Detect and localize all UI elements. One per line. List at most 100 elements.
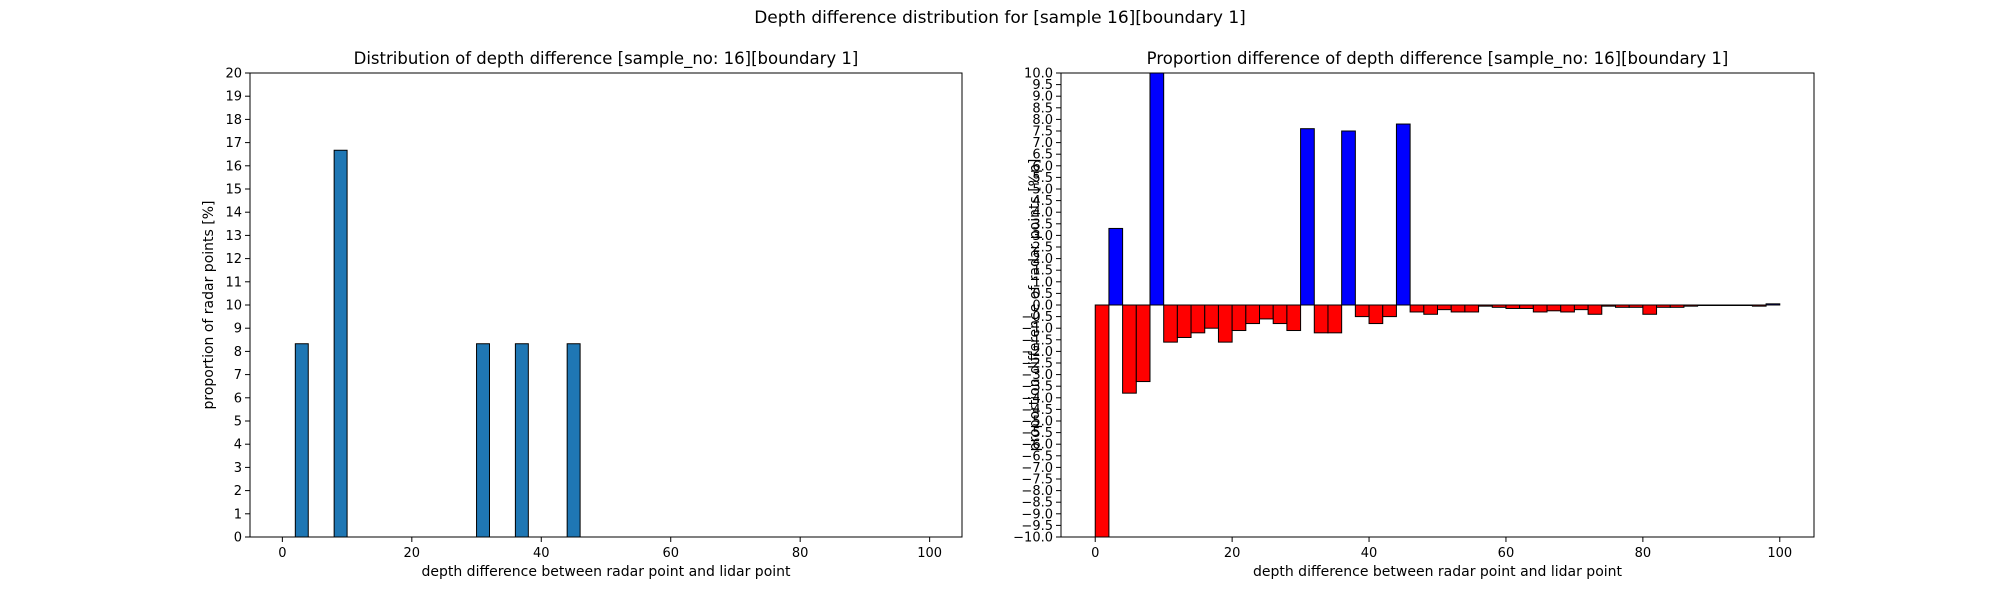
y-tick-label: 7.5 xyxy=(1032,125,1053,140)
bar xyxy=(1122,304,1137,394)
y-axis-label: proportion difference of radar points [%… xyxy=(1027,159,1043,452)
bar xyxy=(1231,304,1247,332)
bar xyxy=(1697,304,1712,306)
bar xyxy=(1300,128,1315,306)
y-tick-label: 4.5 xyxy=(1032,194,1053,209)
y-tick-label: 0 xyxy=(234,531,242,546)
bar xyxy=(1710,304,1726,306)
bar xyxy=(1546,304,1562,312)
x-tick-label: 20 xyxy=(1224,546,1241,561)
y-tick-label: 4.0 xyxy=(1032,206,1053,221)
y-tick-label: −6.0 xyxy=(1021,438,1053,453)
y-tick-label: 2.5 xyxy=(1032,241,1053,256)
y-tick-label: 13 xyxy=(225,229,242,244)
bar xyxy=(1259,304,1274,320)
bar xyxy=(1204,304,1219,329)
bars-2 xyxy=(1094,72,1781,538)
bar xyxy=(1108,227,1124,306)
bar xyxy=(1354,304,1370,318)
bar xyxy=(1491,304,1507,308)
bar xyxy=(1464,304,1480,313)
subplot-2: 0 20 40 60 80 100 −10.0−9.5−9.0−8.5−8.0−7.5−7.… xyxy=(1013,49,1815,580)
bar xyxy=(1656,304,1671,308)
y-tick-label: 2 xyxy=(234,484,242,499)
y-tick-label: 6 xyxy=(234,391,242,406)
y-tick-label: 16 xyxy=(225,159,242,174)
x-tick-label: 20 xyxy=(404,546,421,561)
y-tick-label: 0.5 xyxy=(1032,287,1053,302)
y-tick-label: 2.0 xyxy=(1032,252,1053,267)
y-tick-label: 3.5 xyxy=(1032,217,1053,232)
y-tick-label: −2.0 xyxy=(1021,345,1053,360)
y-tick-label: −4.5 xyxy=(1021,403,1053,418)
subplot-title: Proportion difference of depth differenc… xyxy=(1147,49,1729,69)
y-tick-label: −6.5 xyxy=(1021,449,1053,464)
y-tick-label: 1 xyxy=(234,507,242,522)
y-tick-label: −3.5 xyxy=(1021,380,1053,395)
y-tick-label: −1.0 xyxy=(1021,322,1053,337)
bar xyxy=(1382,304,1397,318)
bar xyxy=(1628,304,1644,308)
x-tick-label: 80 xyxy=(1635,546,1652,561)
bar xyxy=(1751,304,1767,307)
bar xyxy=(1519,304,1534,309)
y-tick-label: 12 xyxy=(225,252,242,267)
y-tick-label: 3 xyxy=(234,461,242,476)
y-tick-label: −7.5 xyxy=(1021,473,1053,488)
bar xyxy=(1135,304,1151,383)
y-tick-label: 1.5 xyxy=(1032,264,1053,279)
bar xyxy=(1423,304,1438,315)
bar xyxy=(1587,304,1603,315)
figure-suptitle: Depth difference distribution for [sampl… xyxy=(754,8,1246,28)
y-tick-label: 3.0 xyxy=(1032,229,1053,244)
y-tick-label: 0.0 xyxy=(1032,299,1053,314)
y-tick-label: 18 xyxy=(225,113,242,128)
y-tick-label: 9 xyxy=(234,322,242,337)
y-tick-label: 1.0 xyxy=(1032,275,1053,290)
y-tick-label: 9.5 xyxy=(1032,78,1053,93)
y-tick-label: 8 xyxy=(234,345,242,360)
bar xyxy=(1505,304,1521,309)
bar xyxy=(333,149,348,538)
bar xyxy=(1341,130,1356,306)
bar xyxy=(1217,304,1233,343)
y-tick-label: 8.0 xyxy=(1032,113,1053,128)
y-tick-label: 6.0 xyxy=(1032,159,1053,174)
bar xyxy=(1245,304,1261,325)
x-tick-label: 0 xyxy=(278,546,286,561)
bar xyxy=(1395,123,1411,306)
y-tick-label: −2.5 xyxy=(1021,357,1053,372)
bar xyxy=(1601,304,1616,307)
x-tick-label: 40 xyxy=(533,546,550,561)
y-tick-label: 5.0 xyxy=(1032,183,1053,198)
y-tick-label: 7.0 xyxy=(1032,136,1053,151)
plot-frame xyxy=(249,72,963,538)
bar xyxy=(1642,304,1658,315)
bar xyxy=(1176,304,1192,338)
bar xyxy=(1286,304,1302,332)
y-tick-label: −8.0 xyxy=(1021,484,1053,499)
y-tick-label: −0.5 xyxy=(1021,310,1053,325)
bar xyxy=(294,343,309,538)
y-tick-label: 4 xyxy=(234,438,242,453)
bar xyxy=(1094,304,1110,538)
bar xyxy=(1478,304,1493,307)
y-tick-label: 7 xyxy=(234,368,242,383)
y-tick-label: −5.5 xyxy=(1021,426,1053,441)
bar xyxy=(1573,304,1589,311)
bars-1 xyxy=(294,149,581,538)
y-tick-label: 8.5 xyxy=(1032,101,1053,116)
x-tick-label: 0 xyxy=(1091,546,1099,561)
bar xyxy=(1313,304,1329,334)
y-tick-label: 5.5 xyxy=(1032,171,1053,186)
x-tick-label: 60 xyxy=(1498,546,1515,561)
subplot-1: 0 20 40 60 80 1000123456789101112131415161718… xyxy=(201,49,963,580)
y-tick-label: −10.0 xyxy=(1013,531,1053,546)
x-tick-label: 80 xyxy=(792,546,809,561)
y-tick-label: 10.0 xyxy=(1024,67,1053,82)
x-tick-label: 40 xyxy=(1361,546,1378,561)
y-tick-label: 14 xyxy=(225,206,242,221)
y-tick-label: −9.0 xyxy=(1021,507,1053,522)
y-tick-label: −8.5 xyxy=(1021,496,1053,511)
